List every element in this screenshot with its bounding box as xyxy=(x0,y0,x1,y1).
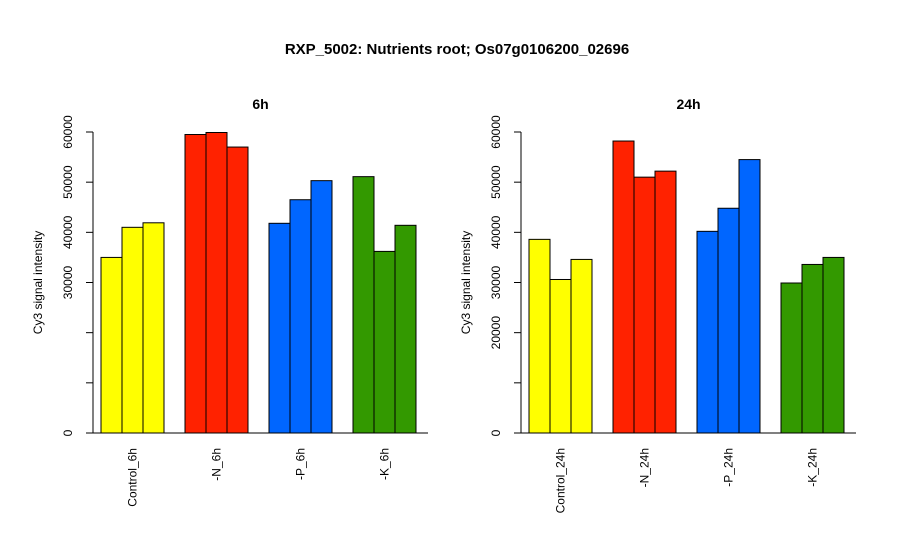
x-category-label: -P_24h xyxy=(722,448,736,487)
bar-group-Control_24h: Control_24h xyxy=(528,238,593,513)
y-tick-label: 50000 xyxy=(489,165,503,199)
y-tick-label: 40000 xyxy=(489,215,503,249)
bar xyxy=(373,250,396,434)
y-tick-label: 20000 xyxy=(489,316,503,350)
y-tick-label: 60000 xyxy=(489,115,503,149)
y-tick-label: 30000 xyxy=(61,265,75,299)
bar xyxy=(696,230,719,434)
panel-title: 24h xyxy=(676,96,700,112)
x-category-label: -N_6h xyxy=(210,448,224,481)
x-category-label: -K_24h xyxy=(806,448,820,487)
bar xyxy=(738,159,761,434)
panel-6h: 6h Cy3 signal intensity 0 30000 40000 50000 60… xyxy=(31,96,428,507)
y-tick-label: 60000 xyxy=(61,115,75,149)
chart-panels: 6h Cy3 signal intensity 0 30000 40000 50000 60… xyxy=(31,96,856,513)
bar xyxy=(100,256,123,434)
bar xyxy=(289,199,312,434)
bar xyxy=(612,140,635,434)
x-category-label: -P_6h xyxy=(294,448,308,480)
bar xyxy=(549,278,572,434)
bar xyxy=(121,226,144,434)
bar-group--K_6h: -K_6h xyxy=(352,176,417,480)
x-category-label: -K_6h xyxy=(378,448,392,480)
bar xyxy=(570,258,593,434)
y-axis-label: Cy3 signal intensity xyxy=(31,231,45,334)
bar-group--N_24h: -N_24h xyxy=(612,140,677,487)
bar xyxy=(633,176,656,434)
bar xyxy=(205,132,228,434)
y-axis-label: Cy3 signal intensity xyxy=(459,231,473,334)
bar xyxy=(822,256,845,434)
bar-group--N_6h: -N_6h xyxy=(184,132,249,481)
panel-24h: 24h Cy3 signal intensity 0 20000 30000 40000 5… xyxy=(459,96,856,513)
bar xyxy=(184,134,207,434)
y-tick-label: 30000 xyxy=(489,265,503,299)
y-tick-label: 0 xyxy=(489,429,503,436)
bar-group-Control_6h: Control_6h xyxy=(100,222,165,507)
bar xyxy=(654,170,677,434)
y-tick-label: 0 xyxy=(61,429,75,436)
y-tick-label: 40000 xyxy=(61,215,75,249)
chart-title: RXP_5002: Nutrients root; Os07g0106200_0… xyxy=(285,41,629,58)
bar xyxy=(268,222,291,434)
bar xyxy=(226,146,249,434)
x-category-label: -N_24h xyxy=(638,448,652,487)
x-category-label: Control_24h xyxy=(554,448,568,513)
bar xyxy=(528,238,551,434)
bar-group--P_24h: -P_24h xyxy=(696,159,761,487)
bar-group--P_6h: -P_6h xyxy=(268,180,333,480)
bar xyxy=(142,222,165,434)
bar xyxy=(780,282,803,434)
bar-group--K_24h: -K_24h xyxy=(780,256,845,487)
bar xyxy=(352,176,375,434)
bar xyxy=(394,224,417,434)
bar xyxy=(801,263,824,434)
y-tick-label: 50000 xyxy=(61,165,75,199)
panel-title: 6h xyxy=(252,96,268,112)
bar xyxy=(717,207,740,434)
bar xyxy=(310,180,333,434)
x-category-label: Control_6h xyxy=(126,448,140,507)
